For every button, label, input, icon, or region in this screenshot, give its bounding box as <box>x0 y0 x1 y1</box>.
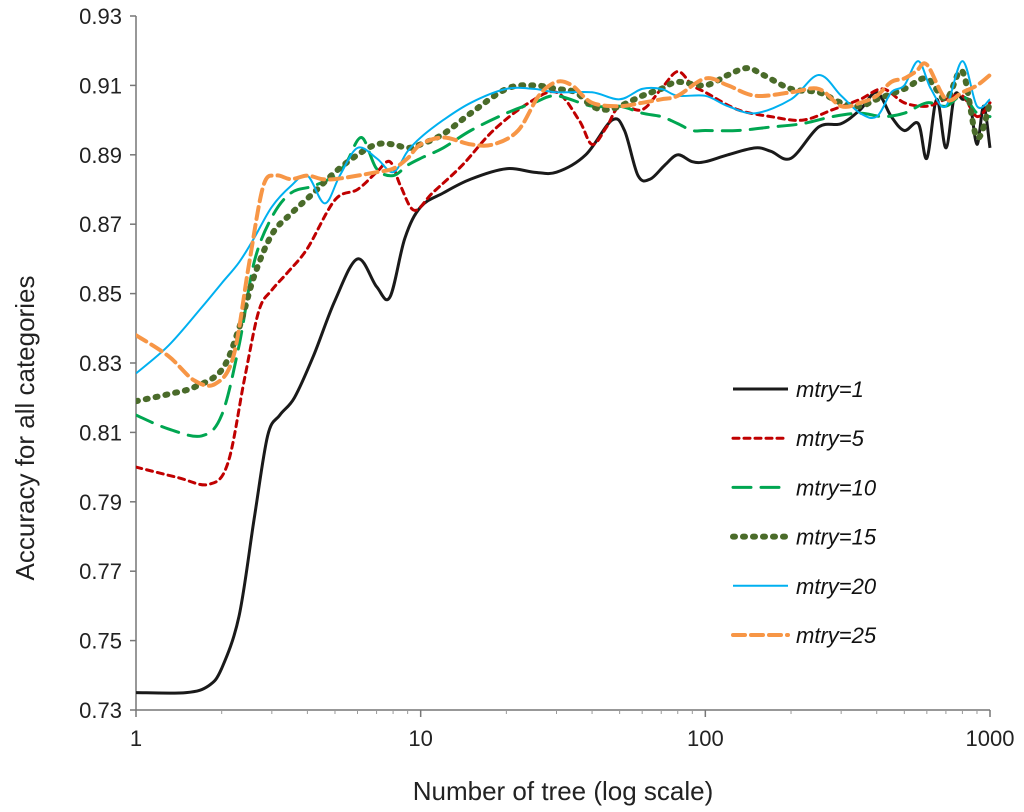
x-tick-label: 1 <box>130 726 142 751</box>
y-tick-label: 0.93 <box>79 4 122 29</box>
legend-label: mtry=25 <box>796 623 877 648</box>
y-tick-group: 0.73 0.75 0.77 0.79 0.81 0.83 0.85 0.87 0.89 0.91… <box>79 4 136 723</box>
legend-label: mtry=5 <box>796 426 865 451</box>
series-line-mtry-20 <box>136 60 991 375</box>
y-tick-label: 0.91 <box>79 73 122 98</box>
y-tick-label: 0.81 <box>79 420 122 445</box>
legend-label: mtry=10 <box>796 475 877 500</box>
x-tick-label: 1000 <box>966 726 1015 751</box>
series-line-mtry-5 <box>136 70 992 487</box>
legend-label: mtry=15 <box>796 525 877 550</box>
x-tick-label: 10 <box>408 726 432 751</box>
x-tick-label: 100 <box>687 726 724 751</box>
series-line-mtry-25 <box>136 61 992 388</box>
y-tick-label: 0.75 <box>79 629 122 654</box>
y-tick-label: 0.89 <box>79 143 122 168</box>
legend-label: mtry=1 <box>796 377 864 402</box>
legend: mtry=1 mtry=5 mtry=10 mtry=15 mtry=20 mtry=25 <box>730 377 877 648</box>
x-axis-title: Number of tree (log scale) <box>413 776 714 806</box>
series-group <box>136 60 993 695</box>
y-tick-label: 0.85 <box>79 282 122 307</box>
legend-label: mtry=20 <box>796 574 877 599</box>
x-tick-group: 1 10 100 1000 <box>130 710 1015 751</box>
y-axis-title: Accuracy for all categories <box>10 276 40 581</box>
y-tick-label: 0.79 <box>79 490 122 515</box>
series-line-mtry-15 <box>136 65 993 405</box>
y-tick-label: 0.87 <box>79 212 122 237</box>
y-tick-label: 0.83 <box>79 351 122 376</box>
series-line-mtry-10 <box>136 94 992 438</box>
axes <box>135 16 990 711</box>
y-tick-label: 0.77 <box>79 559 122 584</box>
series-line-mtry-1 <box>136 90 992 695</box>
y-tick-label: 0.73 <box>79 698 122 723</box>
